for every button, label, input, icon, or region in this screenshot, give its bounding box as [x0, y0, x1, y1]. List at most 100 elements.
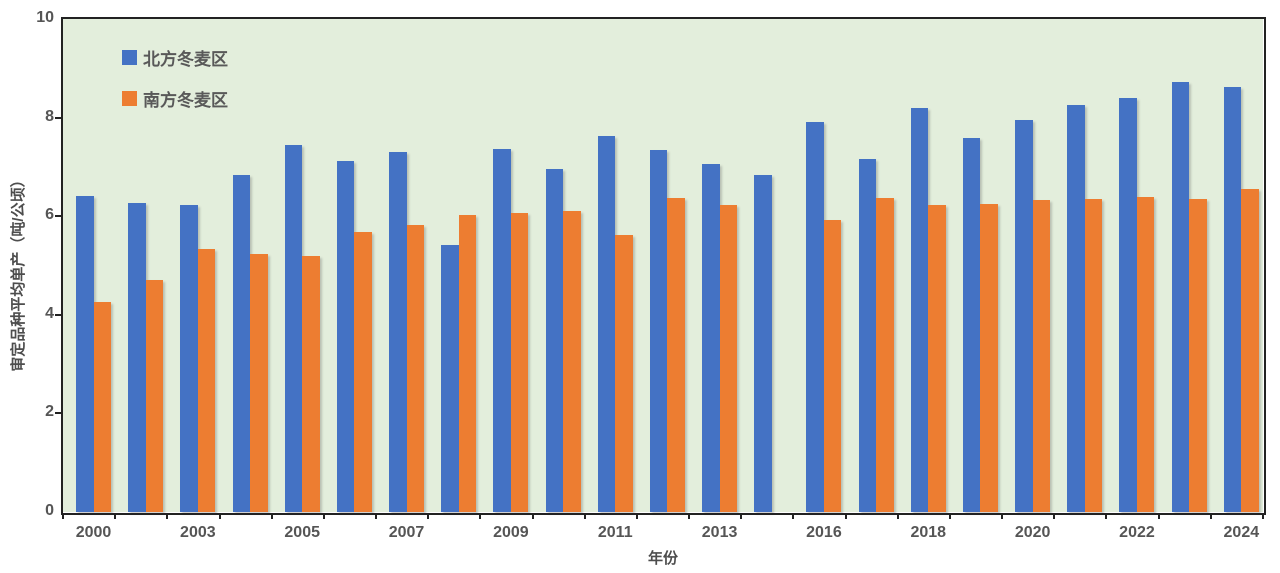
- bar-north: [597, 136, 616, 512]
- x-tick-label: 2009: [493, 524, 529, 541]
- x-axis-tick: [583, 513, 586, 519]
- bar-south: [876, 198, 894, 512]
- x-axis-tick: [531, 513, 534, 519]
- bar-south: [615, 235, 633, 512]
- x-axis-tick: [218, 513, 221, 519]
- bar-north: [858, 158, 877, 512]
- x-tick-label: 2013: [701, 524, 738, 541]
- x-tick-label: 2003: [180, 524, 216, 541]
- bar-north: [1171, 82, 1190, 512]
- y-tick-label: 10: [36, 9, 54, 26]
- y-tick-label: 2: [45, 403, 54, 421]
- x-tick-label: 2005: [284, 524, 320, 541]
- plot-area: [63, 19, 1263, 512]
- x-axis-tick: [270, 513, 273, 519]
- bar-north: [702, 163, 720, 512]
- bar-south: [667, 197, 685, 512]
- x-axis-tick: [1105, 513, 1108, 519]
- bar-south: [823, 219, 842, 512]
- bar-south: [302, 255, 320, 512]
- x-axis-tick: [1262, 513, 1264, 519]
- x-axis-tick: [375, 513, 378, 519]
- x-tick-label: 2000: [75, 524, 112, 541]
- x-tick-label: 2007: [388, 524, 425, 541]
- bar-south: [406, 225, 425, 512]
- bar-north: [441, 245, 459, 512]
- bar-south: [1241, 188, 1259, 512]
- y-axis-tick: [55, 116, 62, 119]
- x-axis-tick: [688, 513, 691, 519]
- x-tick-label: 2024: [1223, 524, 1260, 541]
- bar-north: [1067, 104, 1085, 512]
- bar-south: [1032, 200, 1051, 512]
- bar-north: [962, 137, 981, 512]
- bar-north: [128, 202, 146, 512]
- bar-north: [754, 174, 772, 512]
- x-axis-tick: [62, 513, 64, 519]
- bar-south: [145, 279, 164, 512]
- legend: 北方冬麦区 南方冬麦区: [122, 45, 228, 127]
- bar-north: [493, 148, 511, 512]
- bar-north: [232, 175, 251, 512]
- x-tick-label: 2020: [1014, 524, 1051, 541]
- y-tick-label: 4: [45, 304, 54, 322]
- bar-north: [336, 160, 355, 512]
- bar-north: [1119, 97, 1137, 512]
- bar-north: [806, 122, 824, 512]
- x-tick-label: 2018: [910, 524, 947, 541]
- north-series-swatch-icon: [122, 50, 137, 65]
- legend-item-north: 北方冬麦区: [122, 45, 228, 70]
- x-tick-label: 2011: [597, 524, 633, 541]
- y-tick-label: 8: [45, 107, 54, 125]
- x-axis-tick: [844, 513, 847, 519]
- x-tick-label: 2022: [1119, 524, 1155, 541]
- bar-north: [76, 195, 94, 512]
- bar-north: [1015, 119, 1033, 512]
- x-axis-tick: [792, 513, 795, 519]
- bar-south: [1136, 196, 1155, 512]
- x-axis-tick: [635, 513, 638, 519]
- x-axis-tick: [322, 513, 325, 519]
- bar-south: [354, 231, 372, 512]
- bar-south: [93, 302, 111, 512]
- bar-north: [284, 145, 303, 512]
- bar-north: [180, 204, 198, 512]
- y-axis-title: 审定品种平均单产（吨/公顷）: [10, 172, 27, 372]
- x-axis-tick: [948, 513, 951, 519]
- bar-north: [649, 149, 668, 512]
- y-axis-tick: [55, 313, 62, 316]
- x-axis-tick: [1001, 513, 1004, 519]
- legend-item-south: 南方冬麦区: [122, 86, 228, 111]
- x-axis-tick: [1053, 513, 1056, 519]
- bar-south: [719, 205, 738, 512]
- x-axis-tick: [1209, 513, 1212, 519]
- bar-south: [458, 214, 477, 512]
- x-axis-tick: [1157, 513, 1160, 519]
- legend-label-south: 南方冬麦区: [143, 91, 228, 110]
- bar-south: [510, 212, 529, 512]
- bar-north: [1223, 87, 1242, 512]
- x-axis-tick: [427, 513, 430, 519]
- bar-south: [563, 210, 581, 512]
- x-axis-tick: [896, 513, 899, 519]
- bar-south: [1189, 199, 1207, 512]
- x-tick-label: 2016: [806, 524, 842, 541]
- x-axis-title: 年份: [647, 550, 678, 567]
- south-series-swatch-icon: [122, 91, 137, 106]
- x-axis-tick: [114, 513, 117, 519]
- bar-south: [197, 249, 216, 512]
- y-tick-label: 0: [45, 502, 54, 519]
- y-tick-label: 6: [45, 206, 54, 224]
- bar-south: [250, 253, 268, 512]
- bar-south: [928, 205, 946, 512]
- y-axis-tick: [55, 412, 62, 415]
- legend-label-north: 北方冬麦区: [143, 50, 228, 69]
- bar-north: [910, 107, 929, 512]
- x-axis-tick: [479, 513, 482, 519]
- bar-north: [545, 168, 564, 512]
- x-axis-tick: [740, 513, 743, 519]
- x-axis-tick: [166, 513, 169, 519]
- bar-north: [389, 151, 407, 512]
- bar-south: [1084, 199, 1103, 512]
